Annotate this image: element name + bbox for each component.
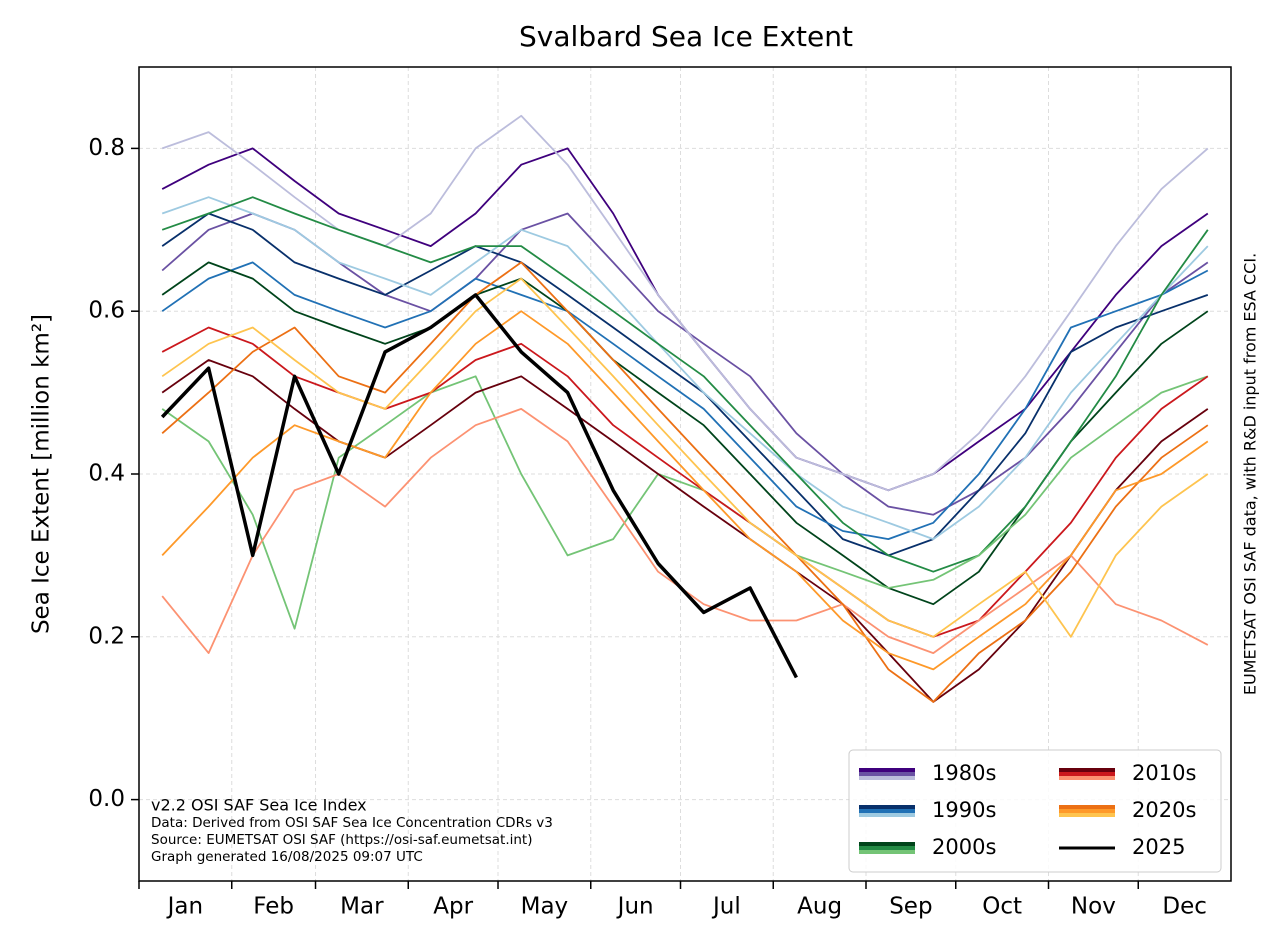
x-tick-label: Dec — [1162, 894, 1207, 920]
legend-swatch — [859, 850, 915, 854]
x-tick-label: Aug — [797, 894, 842, 920]
y-tick-label: 0.6 — [88, 298, 125, 324]
legend-swatch — [859, 776, 915, 780]
legend-swatch — [859, 805, 915, 809]
legend-swatch — [1059, 805, 1115, 809]
line — [161, 261, 1209, 703]
x-tick-label: May — [521, 894, 569, 920]
x-tick-label: Apr — [433, 894, 473, 920]
legend-swatch — [859, 809, 915, 813]
legend-label: 1990s — [932, 798, 996, 822]
line — [161, 212, 1209, 557]
legend-label: 1980s — [932, 761, 996, 785]
legend-swatch — [1059, 809, 1115, 813]
line — [161, 359, 1209, 703]
legend-label: 2000s — [932, 835, 996, 859]
chart-title: Svalbard Sea Ice Extent — [519, 20, 853, 53]
x-tick-label: Jul — [711, 894, 741, 920]
plot-lines — [160, 114, 1209, 703]
line — [160, 293, 798, 679]
x-tick-label: Sep — [889, 894, 932, 920]
line — [161, 326, 1209, 638]
legend-swatch — [859, 813, 915, 817]
legend-swatch — [859, 842, 915, 846]
y-tick-label: 0.8 — [88, 135, 125, 161]
footnote: Data: Derived from OSI SAF Sea Ice Conce… — [151, 815, 553, 831]
legend-swatch — [859, 772, 915, 776]
x-tick-label: Mar — [340, 894, 384, 920]
plot-frame — [138, 66, 1232, 882]
y-tick-label: 0.2 — [88, 623, 125, 649]
y-tick-label: 0.0 — [88, 786, 125, 812]
y-axis-label: Sea Ice Extent [million km²] — [29, 314, 55, 634]
footnote: Source: EUMETSAT OSI SAF (https://osi-sa… — [151, 832, 532, 848]
legend-frame — [848, 749, 1222, 873]
legend-swatch — [1059, 813, 1115, 817]
legend-label: 2010s — [1132, 761, 1196, 785]
line — [161, 196, 1209, 573]
x-tick-label: Jun — [616, 894, 654, 920]
legend-swatch — [859, 768, 915, 772]
x-tick-label: Oct — [982, 894, 1022, 920]
line — [161, 310, 1209, 671]
legend-swatch — [1059, 776, 1115, 780]
legend-label: 2020s — [1132, 798, 1196, 822]
x-tick-label: Feb — [253, 894, 294, 920]
line — [161, 375, 1209, 630]
footnote: v2.2 OSI SAF Sea Ice Index — [151, 796, 367, 815]
line — [161, 277, 1209, 638]
line — [161, 261, 1209, 540]
line — [161, 114, 1209, 492]
legend-swatch — [1059, 772, 1115, 776]
legend-label: 2025 — [1132, 835, 1185, 859]
x-tick-label: Jan — [166, 894, 203, 920]
footnote: Graph generated 16/08/2025 09:07 UTC — [151, 849, 423, 865]
legend-swatch — [859, 846, 915, 850]
x-tick-label: Nov — [1071, 894, 1116, 920]
side-note: EUMETSAT OSI SAF data, with R&D input fr… — [1241, 253, 1260, 695]
legend-swatch — [1059, 768, 1115, 772]
line — [161, 196, 1209, 540]
y-tick-label: 0.4 — [88, 461, 125, 487]
